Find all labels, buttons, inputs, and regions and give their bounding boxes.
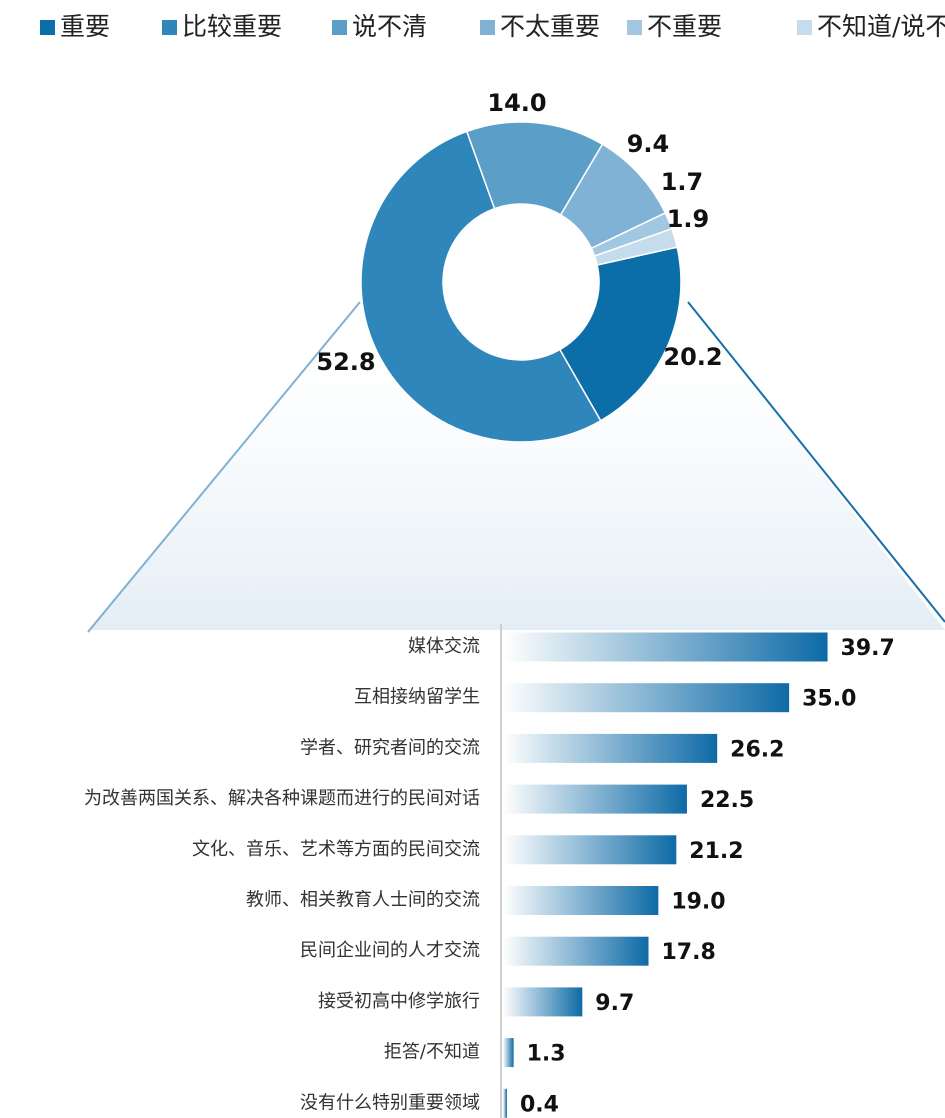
legend-swatch [480,19,495,35]
donut-chart: 20.2 52.8 14.0 9.4 1.7 1.9 [316,89,723,443]
bar-category-label: 为改善两国关系、解决各种课题而进行的民间对话 [84,788,480,809]
chart-legend: 重要 比较重要 说不清 不太重要 不重要 不知道/说不清 [0,0,945,60]
legend-item: 重要 [40,10,110,44]
legend-label: 不重要 [647,12,723,41]
fan-edge-right [687,301,945,623]
bar-value-label: 17.8 [662,940,716,965]
slice-value-label: 20.2 [663,343,722,371]
bar-category-label: 民间企业间的人才交流 [300,940,480,961]
bar-chart: 媒体交流 39.7 互相接纳留学生 35.0 学者、研究者间的交流 26.2 为改善两国关系… [84,624,895,1118]
slice-value-label: 9.4 [627,130,670,158]
legend-label: 不太重要 [500,12,601,41]
bar-value-label: 26.2 [730,737,784,762]
bar [503,1088,507,1118]
legend-swatch [162,19,177,35]
legend-swatch [797,19,812,35]
bar-value-label: 35.0 [802,687,856,712]
bar-category-label: 接受初高中修学旅行 [318,991,480,1012]
bar [503,733,718,763]
fan-edge-left [87,301,361,633]
fan-fill [88,302,945,630]
slice-value-label: 14.0 [487,89,546,117]
bar [503,683,790,713]
bar [503,632,828,662]
legend-label: 比较重要 [182,12,283,41]
bar-category-label: 教师、相关教育人士间的交流 [246,890,480,911]
legend-label: 不知道/说不清 [817,12,945,41]
donut-slice [593,227,679,266]
donut-slice [558,246,682,422]
bar-value-label: 0.4 [520,1092,559,1117]
legend-item: 不太重要 [480,10,600,44]
bar-value-label: 22.5 [700,788,754,813]
bar-value-label: 39.7 [841,636,895,661]
bar-value-label: 21.2 [689,839,743,864]
bar-value-label: 9.7 [595,991,634,1016]
slice-value-label: 1.7 [661,168,704,196]
bar-category-label: 文化、音乐、艺术等方面的民间交流 [192,839,480,860]
legend-swatch [40,19,55,35]
bar [503,1038,514,1068]
slice-value-label: 1.9 [667,205,710,233]
zoom-fan [87,301,945,633]
legend-item: 不知道/说不清 [797,10,945,44]
bar [503,936,649,966]
legend-swatch [332,19,347,35]
legend-label: 说不清 [352,12,428,41]
bar [503,784,687,814]
legend-swatch [627,19,642,35]
bar [503,886,659,915]
legend-label: 重要 [60,12,111,41]
bar-value-label: 19.0 [671,890,725,915]
legend-item: 说不清 [332,10,427,44]
bar-category-label: 拒答/不知道 [384,1042,480,1063]
bar [503,987,583,1017]
bar [503,835,677,865]
legend-item: 不重要 [627,10,722,44]
bar-value-label: 1.3 [527,1042,566,1067]
bar-category-label: 学者、研究者间的交流 [300,737,480,758]
bar-category-label: 互相接纳留学生 [354,687,480,708]
bar-category-label: 没有什么特别重要领域 [300,1092,480,1113]
slice-value-label: 52.8 [316,348,375,376]
legend-item: 比较重要 [162,10,282,44]
bar-category-label: 媒体交流 [408,636,480,657]
donut-slice [360,130,602,443]
